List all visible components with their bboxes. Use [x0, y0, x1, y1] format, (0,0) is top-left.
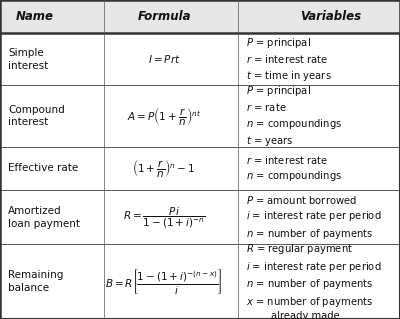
Text: Amortized
loan payment: Amortized loan payment	[8, 206, 80, 229]
Text: $R = \dfrac{Pi}{1-(1+i)^{-n}}$: $R = \dfrac{Pi}{1-(1+i)^{-n}}$	[123, 205, 205, 230]
Text: Simple
interest: Simple interest	[8, 48, 48, 70]
Text: Formula: Formula	[137, 10, 191, 23]
Text: $P$ = amount borrowed
$i$ = interest rate per period
$n$ = number of payments: $P$ = amount borrowed $i$ = interest rat…	[246, 194, 382, 241]
Text: $I = Prt$: $I = Prt$	[148, 53, 180, 65]
Text: $P$ = principal
$r$ = rate
$n$ = compoundings
$t$ = years: $P$ = principal $r$ = rate $n$ = compoun…	[246, 84, 342, 148]
Text: $R$ = regular payment
$i$ = interest rate per period
$n$ = number of payments
$x: $R$ = regular payment $i$ = interest rat…	[246, 242, 382, 319]
Text: Name: Name	[16, 10, 54, 23]
Text: $\left(1 + \dfrac{r}{n}\right)^{n} - 1$: $\left(1 + \dfrac{r}{n}\right)^{n} - 1$	[132, 157, 196, 179]
Text: $B = R\left[\dfrac{1-(1+i)^{-(n-x)}}{i}\right]$: $B = R\left[\dfrac{1-(1+i)^{-(n-x)}}{i}\…	[105, 267, 223, 296]
Text: Variables: Variables	[300, 10, 361, 23]
Text: Compound
interest: Compound interest	[8, 105, 65, 127]
Text: $A = P\left(1 + \dfrac{r}{n}\right)^{nt}$: $A = P\left(1 + \dfrac{r}{n}\right)^{nt}…	[127, 105, 201, 127]
Text: Effective rate: Effective rate	[8, 163, 78, 173]
Text: Remaining
balance: Remaining balance	[8, 270, 63, 293]
Bar	[0, 0, 400, 33]
Text: $r$ = interest rate
$n$ = compoundings: $r$ = interest rate $n$ = compoundings	[246, 154, 342, 183]
Text: $P$ = principal
$r$ = interest rate
$t$ = time in years: $P$ = principal $r$ = interest rate $t$ …	[246, 36, 332, 83]
